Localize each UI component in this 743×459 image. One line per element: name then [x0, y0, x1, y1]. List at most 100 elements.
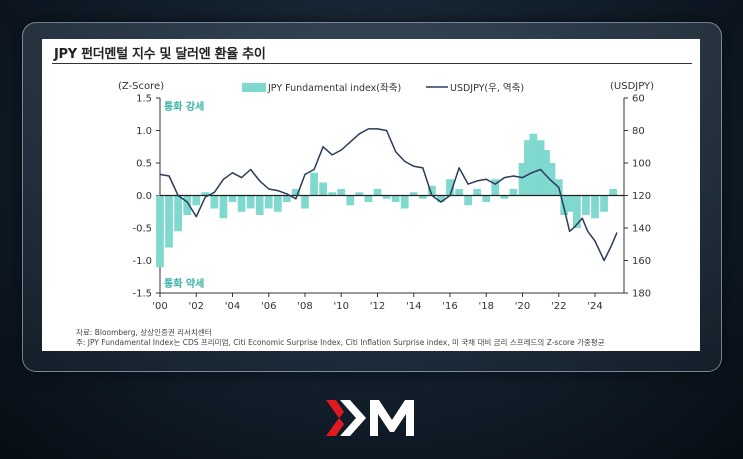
- line-point: [587, 230, 589, 232]
- x-tick-label: '14: [406, 301, 421, 312]
- line-point: [413, 165, 415, 167]
- x-tick-label: '02: [189, 301, 204, 312]
- bar: [582, 195, 590, 215]
- chart-title: JPY 펀더멘털 지수 및 달러엔 환율 추이: [54, 47, 266, 62]
- bar: [210, 195, 219, 209]
- line-point: [581, 217, 583, 219]
- bar: [418, 195, 427, 199]
- bar: [464, 195, 472, 206]
- x-tick-label: '08: [297, 301, 312, 312]
- line-point: [549, 178, 551, 180]
- line-point: [603, 259, 605, 262]
- bar: [373, 189, 382, 196]
- left-axis-label: (Z-Score): [118, 81, 164, 92]
- line-point: [250, 168, 252, 171]
- left-tick-label: 0.5: [136, 159, 152, 170]
- bar: [355, 192, 364, 196]
- bar: [446, 179, 454, 196]
- source-note: 자료: Bloomberg, 상상인증권 리서치센터: [76, 328, 212, 337]
- annotation-strong: 통화 강세: [164, 100, 204, 113]
- left-tick-label: -1.0: [132, 256, 152, 267]
- legend-bar-label: JPY Fundamental index(좌축): [267, 83, 401, 94]
- line-point: [467, 183, 469, 185]
- line-point: [186, 201, 188, 203]
- line-point: [440, 201, 442, 203]
- line-point: [231, 172, 234, 174]
- bar: [156, 195, 164, 267]
- line-point: [177, 194, 179, 197]
- line-point: [503, 177, 505, 179]
- left-tick-label: -1.5: [132, 289, 152, 300]
- line-point: [540, 168, 542, 171]
- bar: [609, 189, 617, 196]
- line-point: [295, 198, 297, 200]
- line-point: [494, 183, 496, 185]
- bar: [491, 179, 500, 196]
- chart-notes: 자료: Bloomberg, 상상인증권 리서치센터 주: JPY Fundam…: [76, 328, 605, 348]
- line-point: [376, 128, 379, 130]
- bar: [264, 195, 273, 209]
- bar: [536, 140, 545, 196]
- bar: [524, 140, 532, 196]
- bar: [591, 195, 599, 219]
- bar: [500, 195, 509, 199]
- line-point: [168, 175, 170, 177]
- right-tick-label: 60: [632, 94, 645, 105]
- line-point: [422, 167, 424, 169]
- line-point: [240, 177, 243, 179]
- x-tick-label: '22: [551, 301, 566, 312]
- line-point: [558, 186, 560, 188]
- bar: [542, 150, 550, 196]
- bar: [319, 182, 327, 196]
- x-tick-label: '18: [479, 301, 494, 312]
- x-tick-label: '16: [442, 301, 457, 312]
- left-tick-label: 0.0: [136, 191, 152, 202]
- bar: [409, 192, 418, 196]
- right-tick-label: 100: [632, 159, 651, 170]
- bar: [437, 195, 445, 202]
- bar: [600, 195, 608, 212]
- bar: [292, 189, 300, 196]
- x-tick-label: '10: [334, 301, 349, 312]
- footnote: 주: JPY Fundamental Index는 CDS 프리미엄, Citi…: [76, 338, 605, 347]
- line-point: [331, 154, 333, 156]
- bar: [400, 195, 409, 209]
- line-point: [268, 188, 270, 190]
- line-point: [574, 225, 576, 227]
- line-point: [304, 173, 306, 175]
- bar: [346, 195, 355, 206]
- bar: [255, 195, 264, 215]
- bar: [560, 195, 569, 215]
- bar: [310, 172, 318, 196]
- x-tick-label: '20: [515, 301, 530, 312]
- bar: [391, 195, 400, 202]
- line-point: [322, 146, 324, 148]
- legend-line-label: USDJPY(우, 역축): [450, 83, 524, 94]
- bar: [428, 185, 436, 196]
- line-point: [485, 178, 487, 180]
- bar: [337, 189, 346, 196]
- line-point: [367, 128, 370, 130]
- x-tick-label: '00: [152, 301, 167, 312]
- line-point: [385, 129, 388, 132]
- line-point: [340, 149, 342, 151]
- bar: [183, 195, 192, 215]
- line-point: [349, 141, 351, 143]
- right-tick-label: 140: [632, 224, 651, 235]
- line-point: [594, 240, 596, 242]
- line-point: [610, 245, 612, 247]
- bar: [192, 195, 201, 206]
- x-tick-label: '04: [225, 301, 240, 312]
- bar: [482, 195, 491, 202]
- bar: [328, 192, 337, 196]
- right-tick-label: 180: [632, 289, 651, 300]
- right-axis-label: (USDJPY): [610, 81, 654, 92]
- line-point: [476, 180, 478, 182]
- chart-card: JPY 펀더멘털 지수 및 달러엔 환율 추이 (Z-Score) (USDJP…: [42, 39, 700, 351]
- line-point: [277, 190, 279, 192]
- bar: [473, 189, 482, 196]
- line-point: [358, 133, 360, 135]
- left-tick-label: 1.5: [136, 94, 152, 105]
- bar: [509, 189, 518, 196]
- line-point: [521, 177, 524, 179]
